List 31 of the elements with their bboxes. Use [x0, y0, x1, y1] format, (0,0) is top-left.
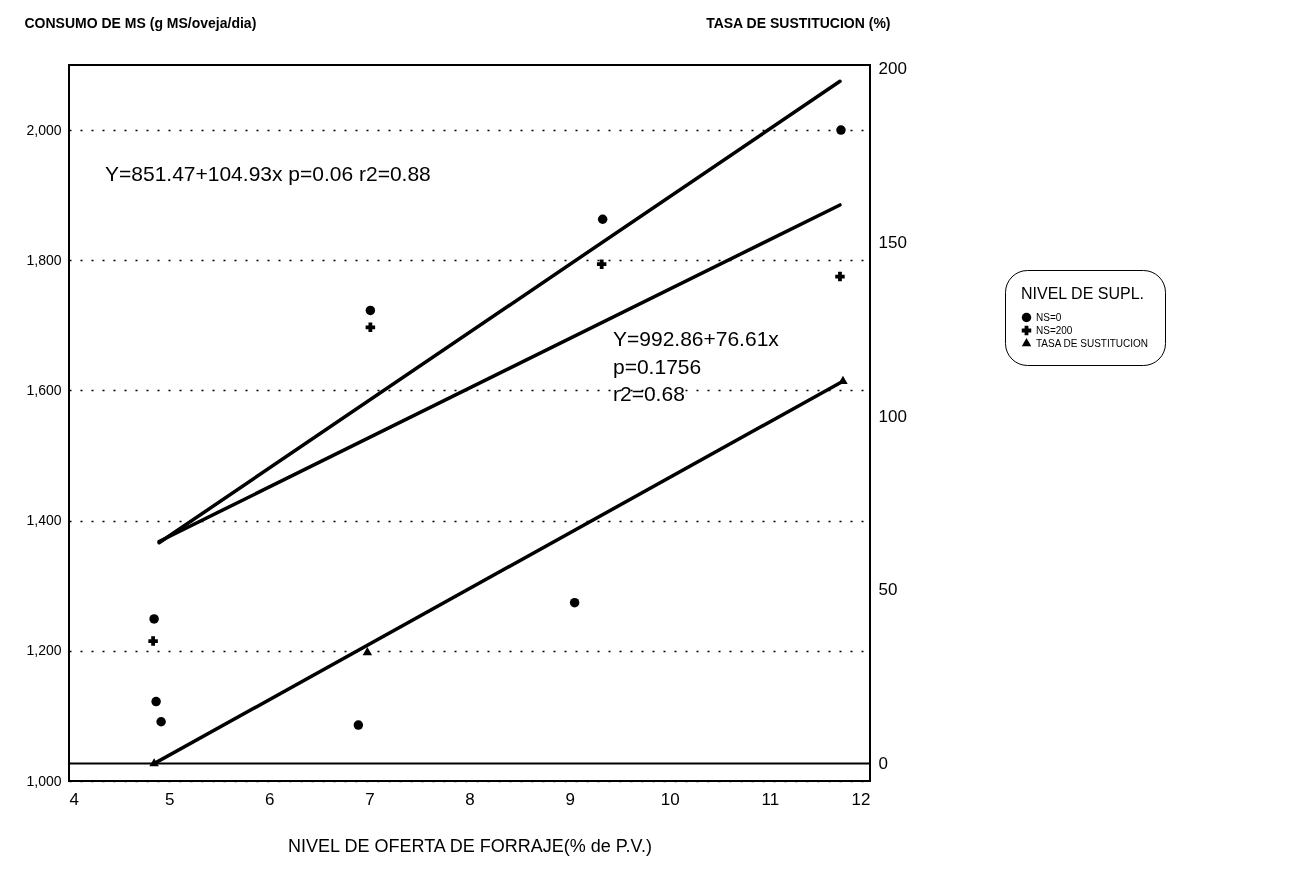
y2-tick-label: 150 — [878, 232, 907, 252]
legend-label: TASA DE SUSTITUCION — [1036, 337, 1149, 349]
x-tick-label: 12 — [851, 789, 871, 809]
y-tick-label: 1,800 — [26, 251, 62, 268]
y-tick-label: 2,000 — [26, 121, 62, 138]
legend-label: NS=200 — [1036, 324, 1073, 336]
x-tick-label: 9 — [565, 789, 575, 809]
x-tick-label: 7 — [365, 789, 375, 809]
annotation: Y=992.86+76.61x — [613, 327, 780, 350]
y2-tick-label: 100 — [878, 406, 907, 426]
legend-label: NS=0 — [1036, 311, 1062, 323]
x-axis-title: NIVEL DE OFERTA DE FORRAJE(% de P.V.) — [288, 835, 652, 856]
x-tick-label: 10 — [660, 789, 680, 809]
y-axis-title: CONSUMO DE MS (g MS/oveja/dia) — [24, 14, 257, 31]
y2-axis-title: TASA DE SUSTITUCION (%) — [706, 14, 891, 31]
x-tick-label: 6 — [265, 789, 275, 809]
annotation: Y=851.47+104.93x p=0.06 r2=0.88 — [105, 162, 431, 185]
y-tick-label: 1,000 — [26, 772, 62, 789]
x-tick-label: 4 — [69, 789, 79, 809]
x-tick-label: 8 — [465, 789, 475, 809]
y2-tick-label: 50 — [878, 580, 898, 600]
legend-title: NIVEL DE SUPL. — [1021, 285, 1145, 302]
y2-tick-label: 0 — [878, 754, 888, 774]
y-tick-label: 1,200 — [26, 642, 62, 659]
annotation: p=0.1756 — [613, 355, 702, 378]
y2-tick-label: 200 — [878, 58, 907, 78]
x-tick-label: 11 — [761, 789, 780, 809]
annotation: r2=0.68 — [613, 382, 685, 405]
y-tick-label: 1,600 — [26, 381, 62, 398]
y-tick-label: 1,400 — [26, 512, 62, 529]
x-tick-label: 5 — [164, 789, 175, 809]
